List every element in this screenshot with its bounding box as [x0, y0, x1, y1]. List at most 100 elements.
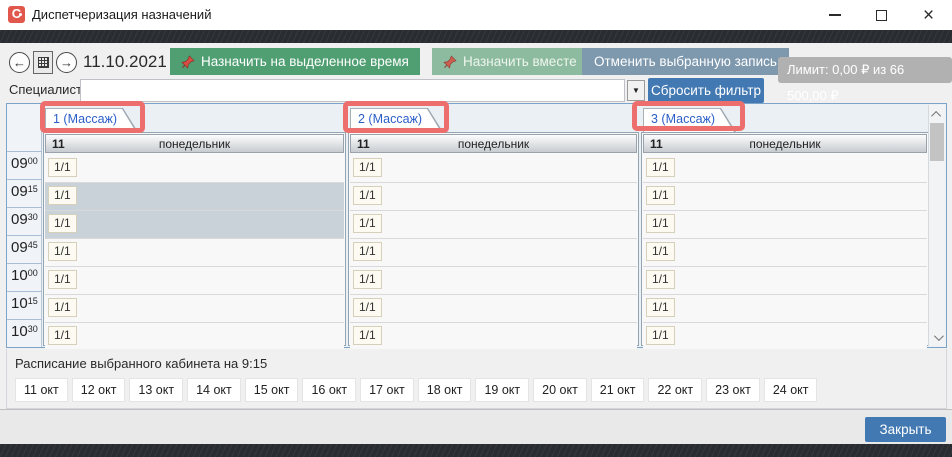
capacity-chip[interactable]: 1/1 — [48, 214, 77, 233]
app-logo-icon: C — [8, 6, 25, 23]
slot-cell[interactable]: 1/1 — [350, 183, 637, 211]
reset-filter-button[interactable]: Сбросить фильтр — [648, 78, 764, 103]
slot-cell[interactable]: 1/1 — [350, 295, 637, 323]
scroll-up-button[interactable] — [929, 106, 945, 122]
capacity-chip[interactable]: 1/1 — [353, 270, 382, 289]
specialist-dropdown-button[interactable]: ▼ — [627, 80, 645, 101]
capacity-chip[interactable]: 1/1 — [353, 242, 382, 261]
slot-cell[interactable]: 1/1 — [45, 155, 344, 183]
time-label: 1015 — [7, 291, 42, 319]
capacity-chip[interactable]: 1/1 — [48, 298, 77, 317]
bottom-divider-band — [0, 444, 952, 457]
slot-cell[interactable]: 1/1 — [643, 211, 927, 239]
date-button[interactable]: 19 окт — [475, 378, 530, 402]
limit-badge: Лимит: 0,00 ₽ из 66 500,00 ₽ — [778, 57, 952, 103]
slot-cell[interactable]: 1/1 — [643, 155, 927, 183]
capacity-chip[interactable]: 1/1 — [646, 214, 675, 233]
scrollbar-thumb[interactable] — [930, 123, 944, 161]
calendar-icon — [37, 57, 49, 68]
capacity-chip[interactable]: 1/1 — [353, 158, 382, 177]
slot-cell[interactable]: 1/1 — [45, 323, 344, 351]
capacity-chip[interactable]: 1/1 — [48, 270, 77, 289]
assign-to-selected-time-label: Назначить на выделенное время — [201, 54, 409, 69]
day-header[interactable]: 11 понедельник — [45, 134, 344, 153]
date-button[interactable]: 18 окт — [417, 378, 472, 402]
previous-day-button[interactable]: ← — [9, 52, 30, 73]
date-button[interactable]: 12 окт — [71, 378, 126, 402]
slot-rows: 1/1 1/1 1/1 1/1 1/1 1/1 1/1 — [45, 155, 344, 351]
capacity-chip[interactable]: 1/1 — [353, 326, 382, 345]
date-button[interactable]: 17 окт — [360, 378, 414, 402]
assign-to-selected-time-button[interactable]: Назначить на выделенное время — [170, 48, 420, 75]
pushpin-icon — [443, 54, 457, 69]
capacity-chip[interactable]: 1/1 — [646, 158, 675, 177]
capacity-chip[interactable]: 1/1 — [646, 326, 675, 345]
time-label: 0930 — [7, 207, 42, 235]
slot-rows: 1/1 1/1 1/1 1/1 1/1 1/1 1/1 — [643, 155, 927, 351]
date-button[interactable]: 21 окт — [590, 378, 645, 402]
date-button[interactable]: 20 окт — [533, 378, 587, 402]
slot-cell[interactable]: 1/1 — [643, 239, 927, 267]
vertical-scrollbar[interactable] — [928, 105, 945, 346]
date-button[interactable]: 11 окт — [15, 378, 68, 402]
capacity-chip[interactable]: 1/1 — [48, 186, 77, 205]
cabinet-column-2: 2 (Массаж) 11 понедельник 1/1 1/1 1/1 1/… — [348, 104, 639, 351]
slot-cell[interactable]: 1/1 — [45, 295, 344, 323]
capacity-chip[interactable]: 1/1 — [646, 270, 675, 289]
slot-cell[interactable]: 1/1 — [643, 295, 927, 323]
window-title: Диспетчеризация назначений — [32, 7, 212, 22]
date-button[interactable]: 23 окт — [706, 378, 760, 402]
minimize-button[interactable] — [811, 0, 858, 30]
close-button[interactable]: × — [905, 0, 952, 30]
slot-cell[interactable]: 1/1 — [350, 267, 637, 295]
next-day-button[interactable]: → — [56, 52, 77, 73]
chevron-up-icon — [930, 110, 941, 121]
date-button[interactable]: 22 окт — [648, 378, 703, 402]
calendar-button[interactable] — [33, 51, 53, 74]
capacity-chip[interactable]: 1/1 — [48, 158, 77, 177]
slot-rows: 1/1 1/1 1/1 1/1 1/1 1/1 1/1 — [350, 155, 637, 351]
cancel-selected-record-button[interactable]: Отменить выбранную запись — [582, 48, 789, 75]
cabinet-column-3: 3 (Массаж) 11 понедельник 1/1 1/1 1/1 1/… — [641, 104, 929, 351]
slot-cell[interactable]: 1/1 — [350, 239, 637, 267]
date-button[interactable]: 13 окт — [129, 378, 184, 402]
capacity-chip[interactable]: 1/1 — [48, 326, 77, 345]
capacity-chip[interactable]: 1/1 — [646, 186, 675, 205]
slot-cell[interactable]: 1/1 — [350, 211, 637, 239]
slot-cell[interactable]: 1/1 — [643, 267, 927, 295]
close-dialog-button[interactable]: Закрыть — [865, 417, 946, 442]
slot-cell[interactable]: 1/1 — [350, 323, 637, 351]
capacity-chip[interactable]: 1/1 — [646, 242, 675, 261]
specialist-label: Специалист: — [9, 82, 86, 97]
capacity-chip[interactable]: 1/1 — [646, 298, 675, 317]
pushpin-icon — [181, 54, 195, 69]
capacity-chip[interactable]: 1/1 — [353, 298, 382, 317]
slot-cell[interactable]: 1/1 — [45, 239, 344, 267]
maximize-button[interactable] — [858, 0, 905, 30]
slot-cell[interactable]: 1/1 — [643, 323, 927, 351]
date-button[interactable]: 24 окт — [763, 378, 818, 402]
slot-cell-selected[interactable]: 1/1 — [45, 183, 344, 211]
minimize-icon — [828, 14, 841, 16]
scroll-down-button[interactable] — [929, 329, 945, 345]
capacity-chip[interactable]: 1/1 — [353, 214, 382, 233]
day-panel: 11 понедельник 1/1 1/1 1/1 1/1 1/1 1/1 1… — [641, 132, 929, 351]
day-header[interactable]: 11 понедельник — [643, 134, 927, 153]
chevron-down-icon — [933, 330, 944, 341]
slot-cell-selected[interactable]: 1/1 — [45, 211, 344, 239]
day-header[interactable]: 11 понедельник — [350, 134, 637, 153]
date-button[interactable]: 15 окт — [244, 378, 299, 402]
date-button[interactable]: 16 окт — [302, 378, 357, 402]
slot-cell[interactable]: 1/1 — [45, 267, 344, 295]
assign-together-button[interactable]: Назначить вместе — [432, 48, 588, 75]
date-button[interactable]: 14 окт — [187, 378, 241, 402]
capacity-chip[interactable]: 1/1 — [353, 186, 382, 205]
time-label: 0915 — [7, 179, 42, 207]
specialist-combobox-input[interactable] — [80, 79, 625, 102]
day-number: 11 — [357, 137, 370, 151]
annotation-box-tab-1 — [40, 101, 145, 133]
slot-cell[interactable]: 1/1 — [350, 155, 637, 183]
slot-cell[interactable]: 1/1 — [643, 183, 927, 211]
capacity-chip[interactable]: 1/1 — [48, 242, 77, 261]
